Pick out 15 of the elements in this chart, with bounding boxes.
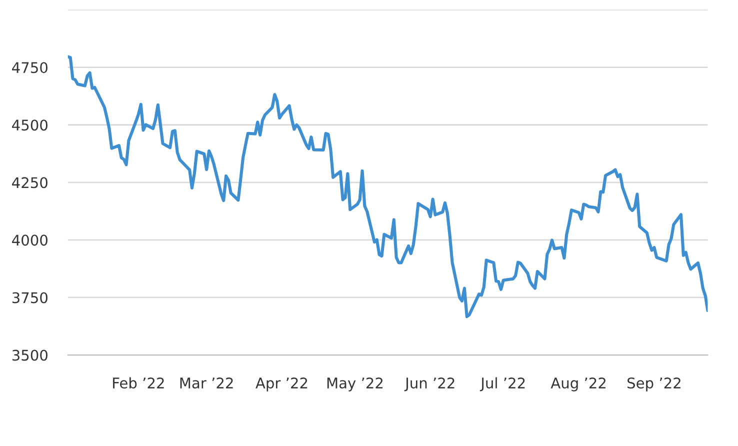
x-tick-label: Feb ’22 [113,377,164,389]
x-tick-label: Jun ’22 [404,377,454,392]
x-tick-label: Aug ’22 [550,377,606,392]
x-tick-label: May ’22 [327,377,383,392]
x-tick-label: Sep ’22 [628,377,680,392]
y-tick-label: 3750 [12,292,48,304]
x-tick-label: Mar ’22 [180,377,233,389]
y-tick-label: 4750 [12,62,48,74]
y-tick-label: 4500 [12,120,48,131]
y-tick-label: 4000 [12,234,48,246]
line-series [68,55,708,318]
x-tick-label: Apr ’22 [256,377,308,392]
x-tick-label: Jul ’22 [480,377,525,392]
y-tick-label: 3500 [12,350,48,361]
y-tick-label: 4250 [12,177,48,188]
